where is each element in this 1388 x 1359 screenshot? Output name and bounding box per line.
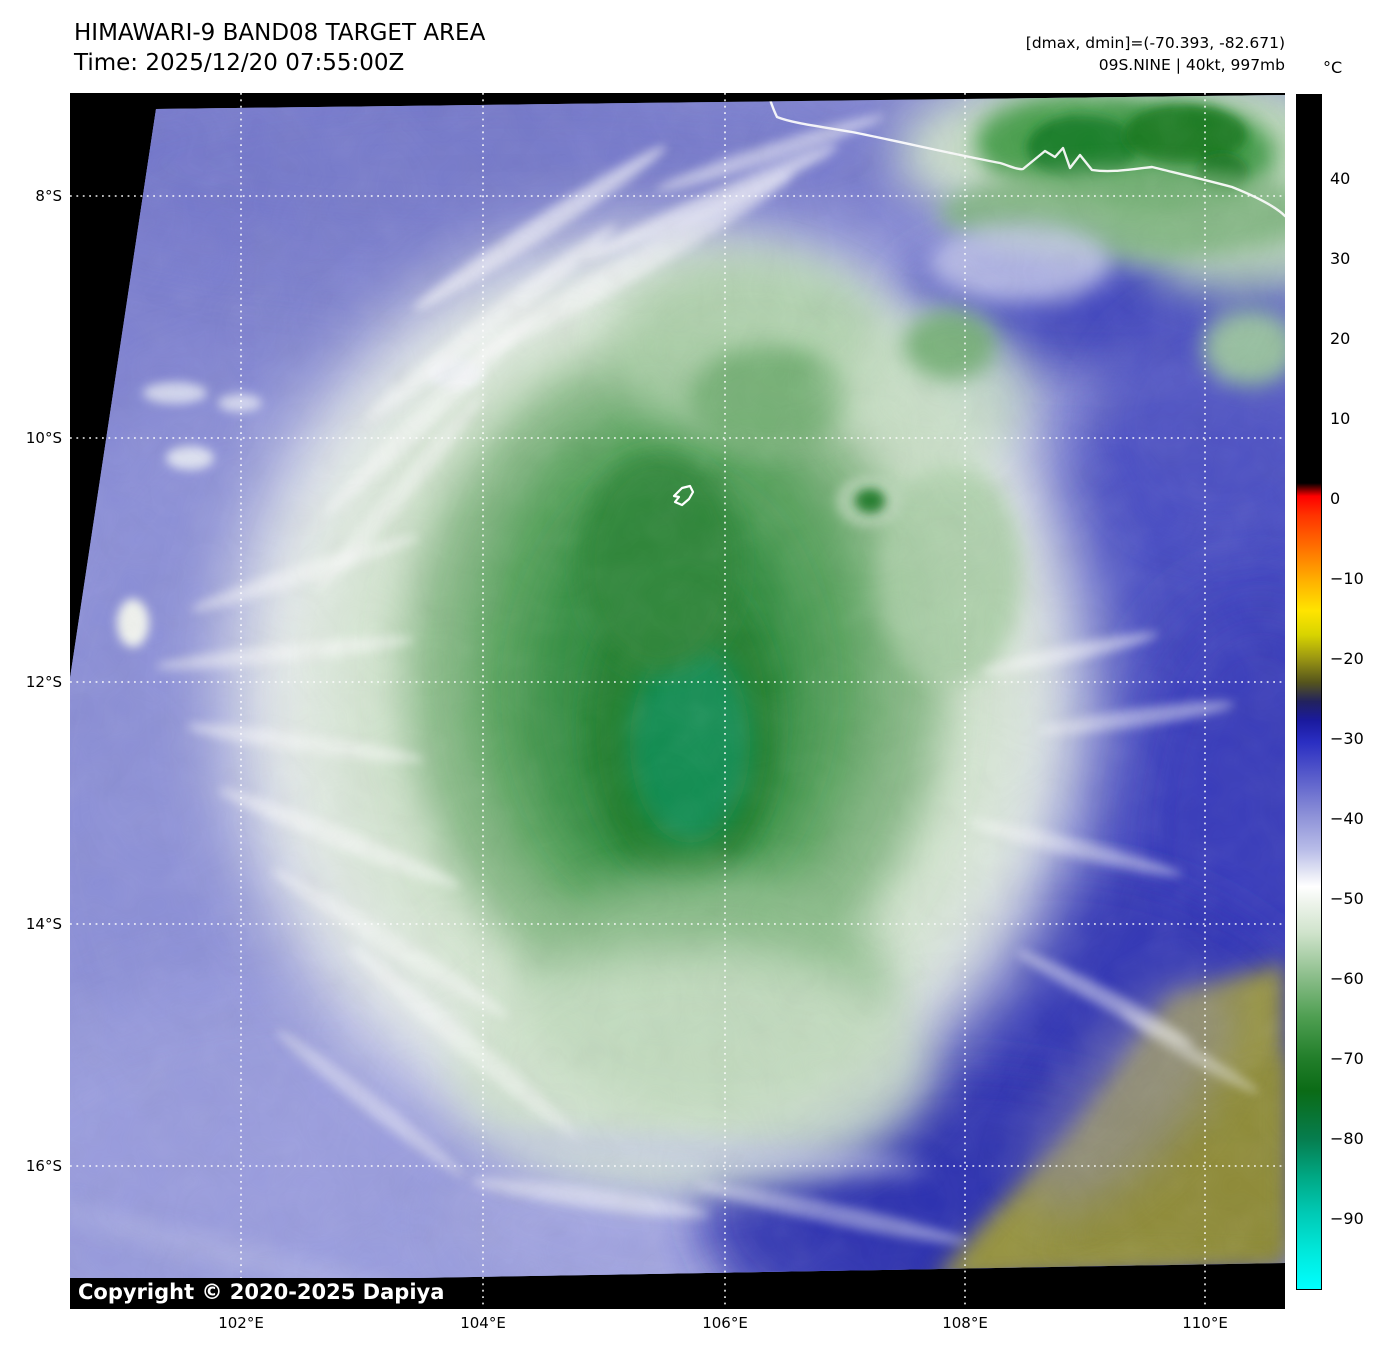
colorbar-tick: 20	[1330, 329, 1351, 348]
colorbar-tick: −30	[1330, 729, 1364, 748]
colorbar-tick: −20	[1330, 649, 1364, 668]
copyright-label: Copyright © 2020-2025 Dapiya	[70, 1278, 457, 1306]
timestamp-line: Time: 2025/12/20 07:55:00Z	[74, 50, 405, 76]
colorbar-tick: −80	[1330, 1129, 1364, 1148]
colorbar-tick: 40	[1330, 169, 1351, 188]
lon-label: 102°E	[218, 1314, 264, 1332]
colorbar-unit-label: °C	[1323, 58, 1343, 77]
island-outline	[672, 484, 695, 507]
satellite-image-svg	[70, 93, 1285, 1309]
lat-label: 12°S	[25, 673, 62, 691]
colorbar-tick: −70	[1330, 1049, 1364, 1068]
lat-label: 8°S	[35, 187, 62, 205]
colorbar-tick: −10	[1330, 569, 1364, 588]
colorbar-tick: −60	[1330, 969, 1364, 988]
colorbar-tick: 30	[1330, 249, 1351, 268]
colorbar-tick: 10	[1330, 409, 1351, 428]
colorbar-tick: −50	[1330, 889, 1364, 908]
lat-label: 14°S	[25, 915, 62, 933]
storm-info-line: 09S.NINE | 40kt, 997mb	[1098, 56, 1285, 74]
lon-label: 108°E	[942, 1314, 988, 1332]
lon-label: 106°E	[702, 1314, 748, 1332]
colorbar-tick: 0	[1330, 489, 1341, 508]
satellite-data-region	[70, 95, 1285, 1284]
grid-lines	[70, 93, 1285, 1309]
colorbar-tick: −40	[1330, 809, 1364, 828]
dmax-dmin-readout: [dmax, dmin]=(-70.393, -82.671)	[1025, 34, 1285, 52]
colorbar-tick: −90	[1330, 1209, 1364, 1228]
lat-label: 16°S	[25, 1157, 62, 1175]
satellite-map: Copyright © 2020-2025 Dapiya	[70, 93, 1285, 1309]
colorbar	[1296, 94, 1322, 1290]
lon-label: 110°E	[1182, 1314, 1228, 1332]
page-title: HIMAWARI-9 BAND08 TARGET AREA	[74, 20, 486, 46]
lon-label: 104°E	[460, 1314, 506, 1332]
lat-label: 10°S	[25, 429, 62, 447]
